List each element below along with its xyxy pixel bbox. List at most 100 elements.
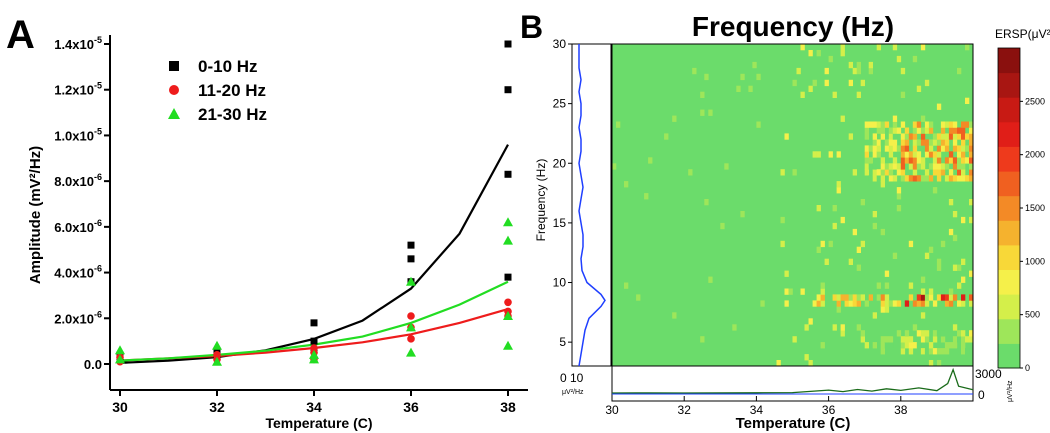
b-heatmap-cell [961,276,966,283]
b-heatmap-cell [936,169,942,176]
b-heatmap-cell [872,151,877,158]
b-heatmap-cell [900,157,906,164]
b-heatmap-cell [888,151,894,158]
b-heatmap-cell [900,139,906,146]
a-x-tick-label: 36 [403,399,419,415]
b-colorbar-ticks: 0 500 1000 1500 2000 2500 [1020,96,1045,373]
b-heatmap-cell [936,330,942,337]
b-heatmap-cell [888,348,894,355]
b-heatmap-cell [780,169,785,176]
b-heatmap-cell [957,157,962,164]
b-heatmap-cell [961,145,966,152]
a-y-tick-label: 0.0 [84,357,102,372]
a-y-tick-label: 2.0x10-6 [54,309,102,326]
b-heatmap-cell [936,360,942,367]
b-heatmap-cell [920,163,926,170]
b-heatmap-cell [872,169,877,176]
a-x-tick-label: 34 [306,399,322,415]
b-heatmap-cell [848,61,853,69]
b-heatmap-cell [969,163,974,170]
b-heatmap-cell [872,145,877,152]
b-heatmap-cell [969,169,974,176]
b-heatmap-cell [840,330,845,337]
b-heatmap-cell [808,85,813,92]
b-heatmap-cell [876,175,881,182]
b-heatmap-cell [912,157,918,164]
b-heatmap-cell [965,121,970,128]
b-heatmap-cell [892,163,898,170]
b-heatmap-cell [892,348,898,355]
b-bottom-trace-box [611,365,974,402]
b-heatmap-cell [828,240,833,248]
b-heatmap-cell [936,151,942,158]
b-y-tick-label: 10 [553,276,567,290]
b-heatmap-cell [836,306,841,313]
b-heatmap-cell [928,139,934,146]
b-left-spectrum-scale: 0 10 [560,371,584,385]
b-heatmap-cell [916,139,922,146]
b-heatmap-cell [880,336,885,343]
b-heatmap-cell [872,312,877,319]
b-heatmap-cell [880,348,885,355]
b-heatmap-cell [868,175,873,182]
b-heatmap-cell [848,258,853,265]
b-heatmap-cell [860,240,865,248]
a-y-tick-label: 1.0x10-5 [54,126,102,143]
b-heatmap-cell [920,157,926,164]
b-heatmap-cell [884,121,890,128]
b-heatmap-cell [928,246,934,253]
a-point-circle [213,351,221,359]
b-y-tick-label: 15 [553,216,567,230]
b-heatmap-cell [957,145,962,152]
b-heatmap-cell [928,342,934,349]
a-y-tick-label: 8.0x10-6 [54,172,102,189]
b-heatmap-cell [892,145,898,152]
b-heatmap-cell [965,175,970,182]
b-bottom-trace-line [611,367,974,394]
b-x-tick-label: 34 [750,403,764,417]
b-heatmap-cell [940,163,946,170]
b-heatmap-cell [816,246,821,253]
b-heatmap-cell [812,300,817,307]
b-heatmap-cell [732,324,737,331]
b-heatmap-cell [952,175,958,182]
b-heatmap-cell [952,127,958,134]
b-heatmap-cell [924,169,930,176]
b-heatmap-cell [900,342,906,349]
b-heatmap-cell [936,145,942,152]
b-colorbar-tick-label: 1000 [1025,256,1045,266]
b-heatmap-cell [852,67,857,75]
b-heatmap-cell [908,348,914,355]
b-heatmap-cell [880,163,885,170]
b-heatmap-cell [908,151,914,158]
b-heatmap-cell [868,157,873,164]
b-colorbar-tick-label: 2000 [1025,150,1045,160]
a-point-triangle [503,340,513,350]
b-heatmap-cell [808,360,813,367]
b-heatmap-cell [784,300,789,307]
b-heatmap-cell [948,228,954,236]
b-heatmap-cell [904,157,910,164]
b-heatmap-cell [704,73,709,81]
a-point-circle [407,335,415,343]
b-heatmap-cell [860,336,865,343]
b-heatmap-cell [952,145,958,152]
b-y-tick-label: 20 [553,156,567,170]
b-heatmap-cell [912,324,918,331]
b-heatmap-cell [880,121,885,128]
b-heatmap-cell [952,234,958,242]
b-heatmap-cell [896,187,902,194]
b-bottom-trace-ticks: 3000 0 μV²/Hz [975,367,1014,402]
b-heatmap-cell [940,294,946,301]
b-heatmap-cell [724,163,729,170]
b-heatmap-cell [832,324,837,331]
b-heatmap-cell [880,175,885,182]
b-heatmap-cell [856,300,861,307]
b-colorbar-segment [998,269,1020,295]
b-heatmap-cell [648,157,653,164]
b-heatmap-cell [908,282,914,289]
b-heatmap-cell [872,121,877,128]
b-heatmap-cell [940,330,946,337]
a-point-triangle [406,347,416,357]
b-title: Frequency (Hz) [692,11,894,42]
